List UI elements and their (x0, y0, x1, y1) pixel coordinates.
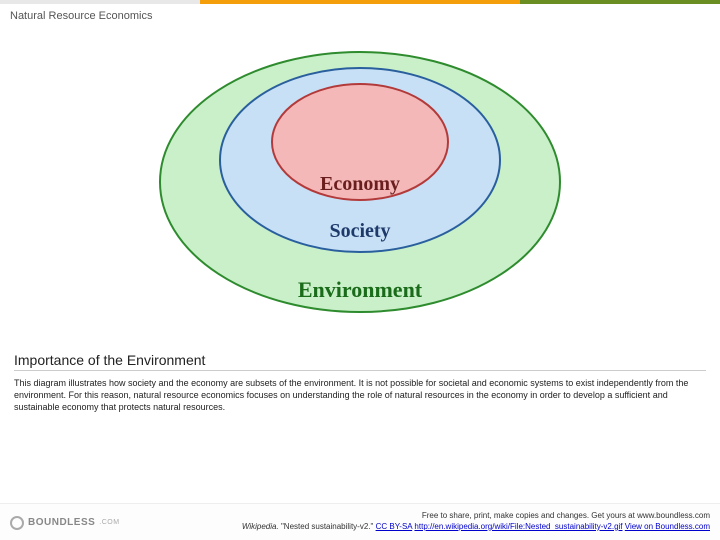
brand-name: BOUNDLESS (28, 516, 95, 530)
brand-logo: BOUNDLESS .COM (10, 516, 120, 530)
footer-view-link[interactable]: View on Boundless.com (625, 522, 710, 531)
footer-url-link[interactable]: http://en.wikipedia.org/wiki/File:Nested… (414, 522, 622, 531)
page-header: Natural Resource Economics (0, 4, 720, 32)
brand-icon (10, 516, 24, 530)
nested-ellipses-diagram: Environment Society Economy (150, 42, 570, 342)
caption-body: This diagram illustrates how society and… (14, 377, 706, 413)
footer-source: Wikipedia. (242, 522, 279, 531)
page-title: Natural Resource Economics (10, 10, 152, 22)
ellipse-label-economy: Economy (320, 173, 400, 195)
footer-license-link[interactable]: CC BY-SA (376, 522, 413, 531)
ellipse-label-environment: Environment (298, 277, 423, 302)
caption-title: Importance of the Environment (14, 352, 706, 371)
footer: BOUNDLESS.COM Free to share, print, make… (0, 503, 720, 540)
footer-item-title: "Nested sustainability-v2." (281, 522, 373, 531)
brand-suffix: .COM (99, 518, 119, 528)
diagram-container: Environment Society Economy (0, 42, 720, 342)
top-accent-bar (0, 0, 720, 4)
ellipse-label-society: Society (329, 220, 390, 242)
caption-area: Importance of the Environment This diagr… (0, 342, 720, 419)
